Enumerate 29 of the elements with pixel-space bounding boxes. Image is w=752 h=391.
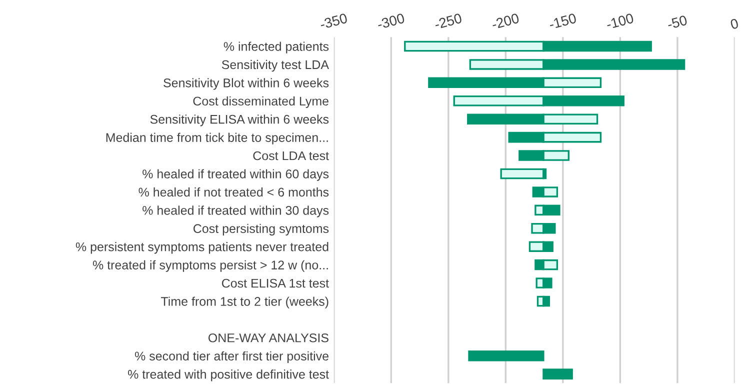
bar <box>468 350 544 362</box>
x-tick-label: -300 <box>376 13 406 30</box>
bar <box>500 168 544 180</box>
x-tick-label: 0 <box>730 18 739 30</box>
x-tick-label: -50 <box>666 15 688 30</box>
y-tick-label: Cost LDA test <box>253 151 329 160</box>
y-tick-label: % healed if not treated < 6 months <box>138 187 329 197</box>
y-tick-label: % infected patients <box>224 42 329 54</box>
y-tick-label: % treated if symptoms persist > 12 w (no... <box>92 260 328 272</box>
y-tick-label: % healed if treated within 60 days <box>142 169 329 181</box>
bar <box>542 368 573 380</box>
y-tick-label: Sensitivity Blot within 6 weeks <box>164 78 329 90</box>
y-tick-label: % second tier after first tier positive <box>134 351 328 363</box>
y-tick-label: Cost ELISA 1st test <box>222 278 329 288</box>
y-tick-label: Time from 1st to 2 tier (weeks) <box>161 296 328 308</box>
y-tick-label: % healed if treated within 30 days <box>142 206 329 218</box>
y-tick-label: Median time from tick bite to specimen... <box>106 132 328 144</box>
y-tick-label: % persistent symptoms patients never treated <box>76 242 328 254</box>
x-tick-label: -250 <box>434 13 462 30</box>
x-tick-label: -200 <box>491 13 520 30</box>
y-tick-label: Sensitivity test LDA <box>222 60 330 72</box>
x-tick-label: -150 <box>548 13 577 30</box>
x-tick-label: -350 <box>319 13 348 30</box>
x-tick-label: -100 <box>606 13 634 30</box>
y-tick-label: Sensitivity ELISA within 6 weeks <box>150 114 329 126</box>
y-tick-label: ONE-WAY ANALYSIS <box>208 333 328 342</box>
y-tick-label: % treated with positive definitive test <box>128 370 329 382</box>
y-tick-label: Cost disseminated Lyme <box>193 96 328 108</box>
y-tick-label: Cost persisting symtoms <box>194 224 329 236</box>
